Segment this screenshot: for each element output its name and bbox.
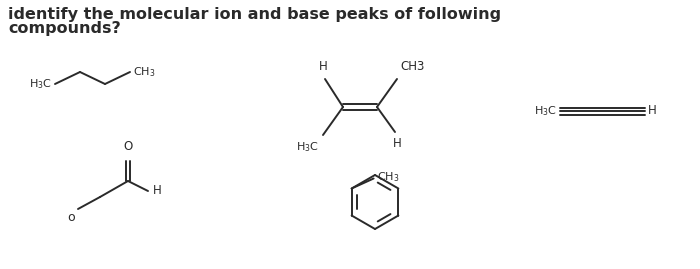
- Text: compounds?: compounds?: [8, 21, 120, 36]
- Text: O: O: [123, 140, 132, 153]
- Text: H$_3$C: H$_3$C: [29, 77, 52, 91]
- Text: H: H: [153, 185, 162, 197]
- Text: H$_3$C: H$_3$C: [534, 104, 557, 118]
- Text: CH3: CH3: [400, 60, 424, 73]
- Text: CH$_3$: CH$_3$: [133, 65, 155, 79]
- Text: CH$_3$: CH$_3$: [377, 171, 399, 185]
- Text: H: H: [318, 60, 328, 73]
- Text: H: H: [648, 104, 657, 118]
- Text: identify the molecular ion and base peaks of following: identify the molecular ion and base peak…: [8, 7, 501, 22]
- Text: o: o: [67, 211, 75, 224]
- Text: H$_3$C: H$_3$C: [296, 140, 319, 154]
- Text: H: H: [393, 137, 401, 150]
